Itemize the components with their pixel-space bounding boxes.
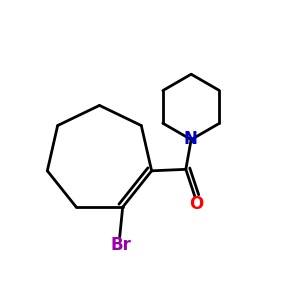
Text: Br: Br [111,236,132,254]
Text: N: N [183,130,197,148]
Text: O: O [189,195,203,213]
